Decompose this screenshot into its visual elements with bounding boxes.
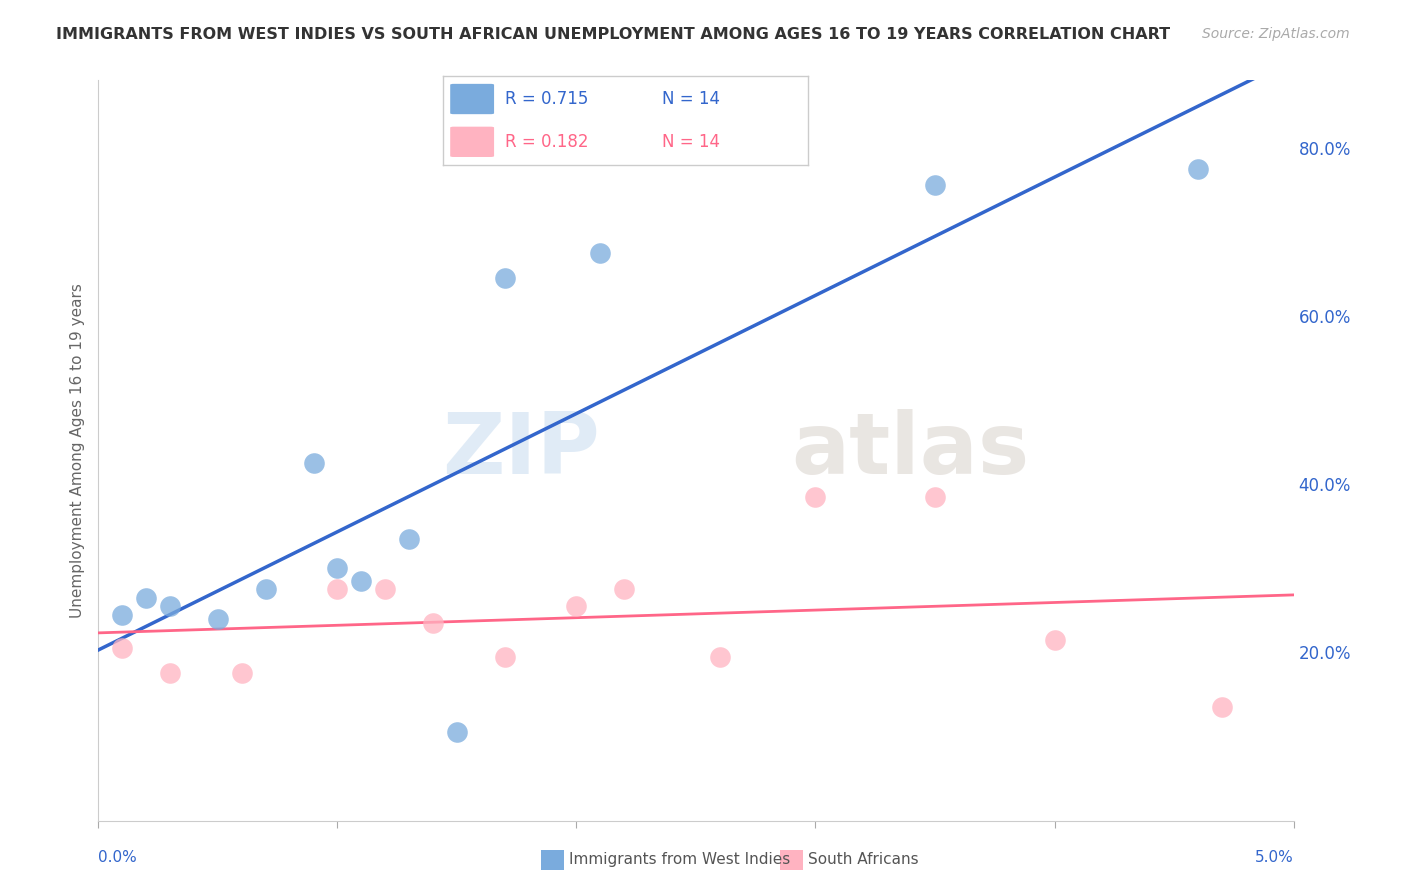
Point — [924, 490, 946, 504]
FancyBboxPatch shape — [450, 84, 494, 114]
Point — [350, 574, 373, 588]
Point — [254, 582, 277, 597]
Text: N = 14: N = 14 — [662, 90, 720, 108]
Text: 5.0%: 5.0% — [1254, 850, 1294, 865]
Text: R = 0.715: R = 0.715 — [505, 90, 588, 108]
Point — [565, 599, 588, 613]
Point — [1043, 632, 1066, 647]
Text: South Africans: South Africans — [808, 853, 920, 867]
Text: Source: ZipAtlas.com: Source: ZipAtlas.com — [1202, 27, 1350, 41]
Point — [709, 649, 731, 664]
Text: R = 0.182: R = 0.182 — [505, 133, 589, 151]
Point — [494, 649, 516, 664]
Point — [589, 245, 612, 260]
Point — [422, 615, 444, 630]
Point — [326, 561, 349, 575]
FancyBboxPatch shape — [450, 127, 494, 157]
Point — [924, 178, 946, 193]
Point — [613, 582, 636, 597]
Point — [207, 612, 229, 626]
Text: 0.0%: 0.0% — [98, 850, 138, 865]
Point — [1187, 161, 1209, 176]
Point — [374, 582, 396, 597]
Text: ZIP: ZIP — [443, 409, 600, 492]
Text: N = 14: N = 14 — [662, 133, 720, 151]
Text: IMMIGRANTS FROM WEST INDIES VS SOUTH AFRICAN UNEMPLOYMENT AMONG AGES 16 TO 19 YE: IMMIGRANTS FROM WEST INDIES VS SOUTH AFR… — [56, 27, 1170, 42]
Point — [159, 599, 181, 613]
Point — [231, 666, 253, 681]
Point — [111, 641, 134, 656]
Text: Immigrants from West Indies: Immigrants from West Indies — [569, 853, 790, 867]
Point — [804, 490, 827, 504]
FancyBboxPatch shape — [773, 844, 810, 876]
Point — [494, 271, 516, 285]
Text: atlas: atlas — [792, 409, 1029, 492]
Point — [1211, 700, 1233, 714]
Point — [326, 582, 349, 597]
Point — [135, 591, 157, 605]
Point — [446, 725, 468, 739]
Point — [302, 456, 325, 470]
Point — [398, 532, 420, 546]
Point — [111, 607, 134, 622]
FancyBboxPatch shape — [534, 844, 571, 876]
Y-axis label: Unemployment Among Ages 16 to 19 years: Unemployment Among Ages 16 to 19 years — [69, 283, 84, 618]
Point — [159, 666, 181, 681]
